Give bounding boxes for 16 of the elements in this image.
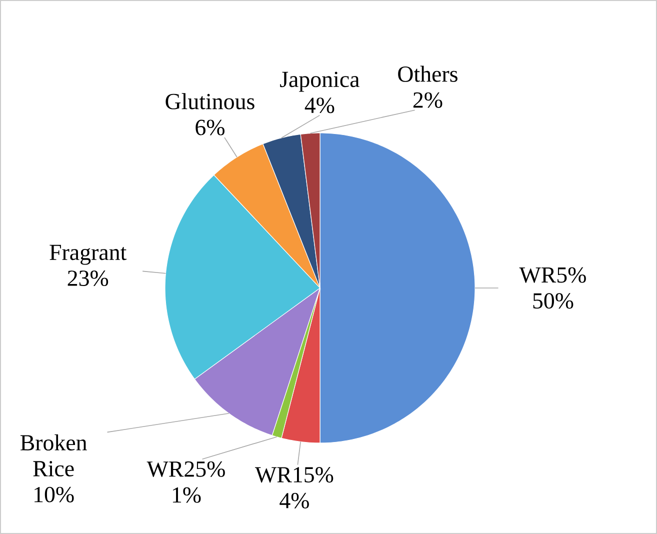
data-label: 6%: [196, 120, 224, 136]
data-label: 1%: [172, 487, 201, 503]
data-label: 50%: [533, 293, 574, 309]
data-label: 4%: [280, 492, 309, 508]
data-label: 4%: [304, 98, 334, 114]
slice-label: WR5%: [519, 267, 586, 283]
slice-label: WR15%: [255, 467, 334, 483]
slice-label: Fragrant: [50, 244, 127, 265]
data-label: 2%: [413, 92, 442, 108]
slice-label: Glutinous: [166, 93, 254, 110]
slice-label: WR25%: [146, 461, 225, 477]
slice-label: Others: [398, 66, 458, 82]
slice-label: Japonica: [280, 72, 360, 92]
data-label: 23%: [68, 270, 108, 286]
data-label: 10%: [34, 486, 74, 502]
slice-label: Broken Rice: [20, 434, 87, 476]
